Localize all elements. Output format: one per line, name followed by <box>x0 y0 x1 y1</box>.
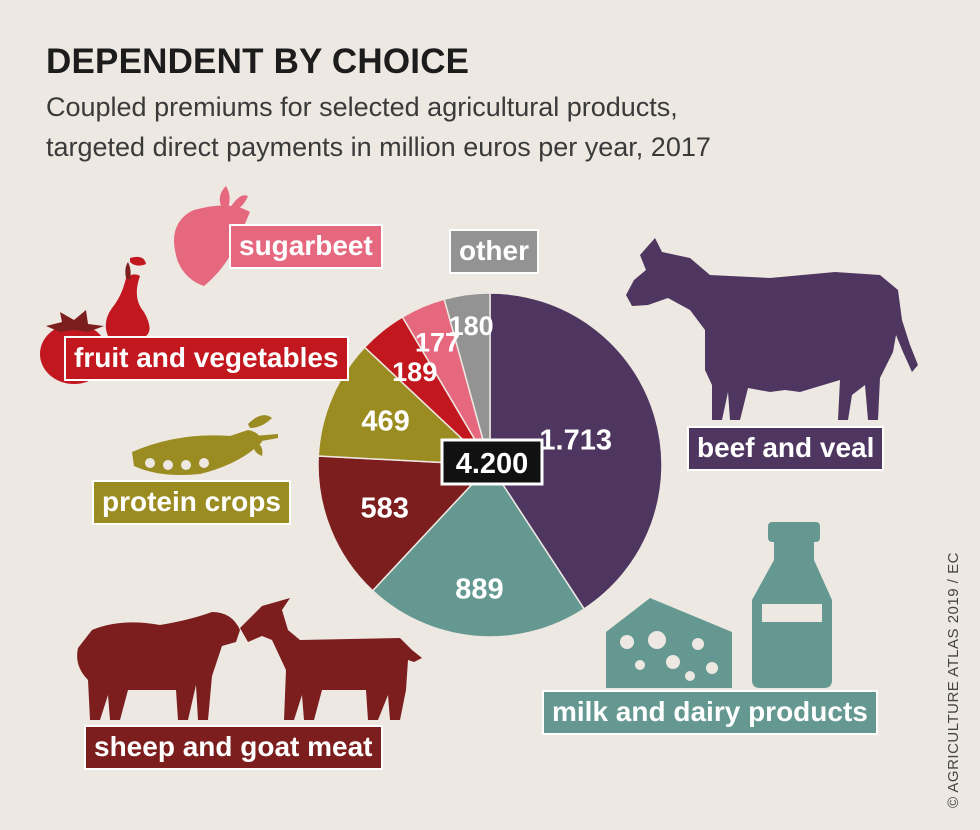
chart-subtitle-line2: targeted direct payments in million euro… <box>46 132 711 162</box>
source-credit: © AGRICULTURE ATLAS 2019 / EC <box>945 552 962 808</box>
label-protein-crops: protein crops <box>92 480 291 525</box>
label-fruit-and-vegetables: fruit and vegetables <box>64 336 349 381</box>
pear-icon <box>105 256 150 336</box>
goat-icon <box>240 598 422 720</box>
value-label-milk: 889 <box>455 573 503 605</box>
label-milk-and-dairy-products: milk and dairy products <box>542 690 878 735</box>
total-badge: 4.200 <box>440 438 544 486</box>
value-label-sheep: 583 <box>361 493 409 525</box>
pie-slice-milk <box>371 463 586 638</box>
total-value: 4.200 <box>456 448 529 480</box>
pie-slice-protein <box>317 346 493 466</box>
sheep-icon <box>77 612 240 720</box>
label-other: other <box>449 229 539 274</box>
label-sheep-and-goat-meat: sheep and goat meat <box>84 725 383 770</box>
value-label-fruit: 189 <box>392 357 437 387</box>
milk-bottle-icon <box>752 522 832 688</box>
cheese-icon <box>606 598 732 688</box>
cow-icon <box>626 238 918 420</box>
value-label-beef: 1.713 <box>539 425 612 457</box>
value-label-other: 180 <box>449 311 494 341</box>
pea-pod-icon <box>132 415 278 475</box>
value-label-protein: 469 <box>361 406 409 438</box>
pie-slice-other <box>443 292 491 466</box>
pie-slice-sheep <box>317 455 492 592</box>
label-sugarbeet: sugarbeet <box>229 224 383 269</box>
value-label-sugarbeet: 177 <box>415 328 460 358</box>
pie-chart <box>317 292 663 638</box>
label-beef-and-veal: beef and veal <box>687 426 885 471</box>
chart-title: DEPENDENT BY CHOICE <box>46 42 470 81</box>
chart-subtitle-line1: Coupled premiums for selected agricultur… <box>46 92 678 122</box>
